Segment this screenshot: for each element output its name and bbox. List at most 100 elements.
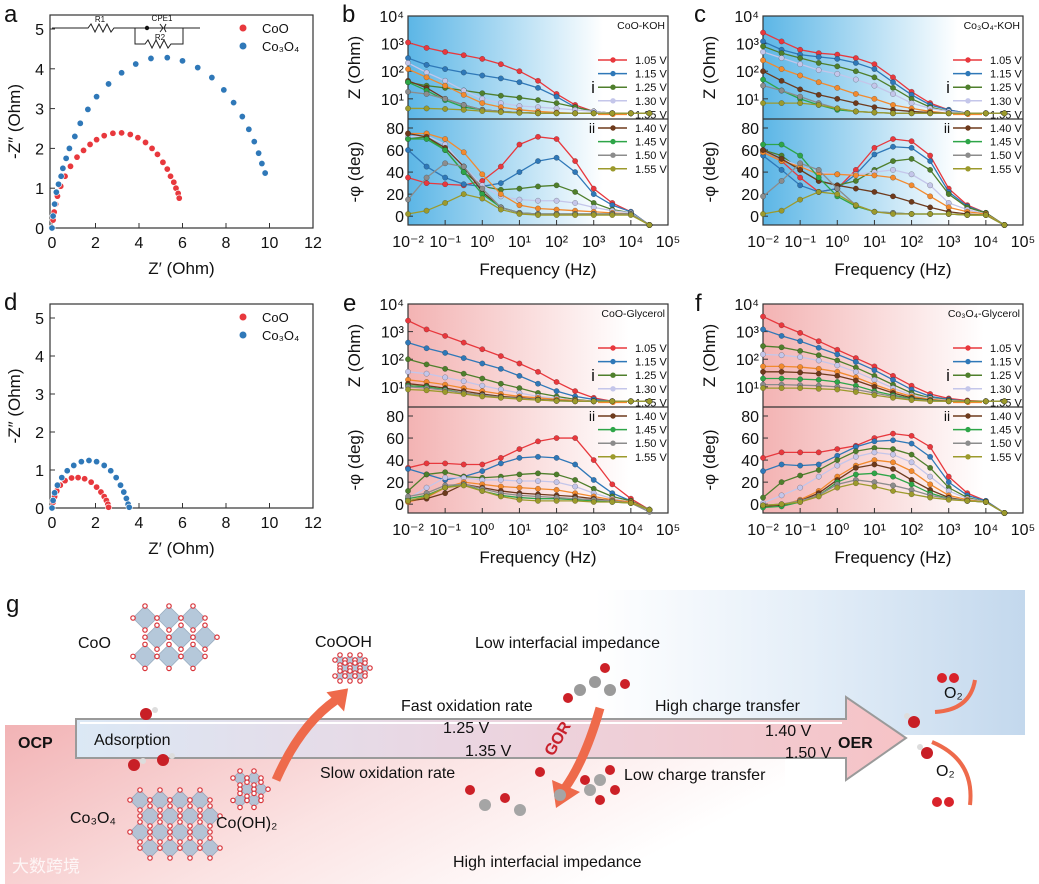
schematic-panel: CoO CoOOH Low interfacial impedance Fast…	[5, 590, 1025, 884]
phase-point	[871, 461, 878, 468]
product-oxygen	[595, 795, 605, 805]
oxygen-atom	[177, 813, 183, 819]
phase-line	[762, 439, 1005, 514]
impedance-point	[834, 84, 841, 91]
impedance-point	[460, 91, 467, 98]
oxygen-atom	[197, 819, 203, 825]
panel-title: Co₃O₄-Glycerol	[948, 308, 1020, 320]
resistor-r2	[134, 28, 184, 50]
phase-point	[646, 222, 653, 228]
y-tick-label-top: 10⁴	[734, 9, 759, 26]
data-point	[93, 136, 101, 144]
legend-marker	[610, 125, 616, 131]
phase-line	[762, 432, 1005, 514]
impedance-point	[497, 380, 504, 387]
data-point	[238, 113, 246, 121]
oxygen-atom	[157, 787, 163, 793]
phase-point	[778, 155, 785, 162]
impedance-point	[890, 110, 896, 117]
oxygen-atom	[347, 652, 353, 658]
impedance-point	[890, 91, 896, 97]
legend-label: 1.05 V	[990, 55, 1022, 67]
impedance-point	[778, 38, 785, 45]
subplot-label-i: i	[946, 366, 950, 385]
y-axis-label: -Z″ (Ohm)	[5, 369, 24, 444]
y-tick-label: 0	[35, 501, 44, 518]
data-point	[118, 69, 126, 77]
impedance-point	[553, 379, 560, 385]
oxygen-atom	[177, 807, 183, 813]
plot-frame	[762, 15, 1024, 226]
phase-line	[762, 146, 1005, 226]
phase-line	[407, 149, 650, 226]
impedance-point	[871, 109, 878, 116]
oxygen-atom	[137, 787, 143, 793]
impedance-point	[760, 100, 766, 107]
glycerol-carbon	[574, 684, 586, 696]
oxygen-atom	[207, 855, 213, 861]
phase-point	[927, 211, 934, 217]
legend-marker	[610, 138, 616, 145]
label-low-impedance: Low interfacial impedance	[475, 635, 660, 652]
oxygen-atom	[258, 797, 264, 804]
impedance-point	[535, 380, 541, 387]
oxygen-atom	[137, 839, 143, 845]
y-tick-label-bottom: 80	[741, 121, 759, 138]
phase-line	[407, 484, 650, 511]
data-point	[63, 467, 71, 475]
phase-point	[852, 177, 859, 184]
phase-point	[572, 200, 579, 206]
data-point	[170, 178, 178, 186]
panel-letters: a b c d e f g	[4, 1, 706, 618]
impedance-point	[442, 48, 449, 55]
impedance-point	[609, 110, 616, 117]
impedance-point	[497, 365, 504, 372]
phase-point	[890, 430, 896, 437]
data-point	[126, 130, 134, 138]
phase-point	[535, 453, 541, 460]
phase-point	[1001, 222, 1008, 228]
impedance-point	[609, 398, 616, 405]
phase-point	[927, 152, 934, 159]
phase-point	[535, 197, 541, 204]
impedance-point	[535, 110, 541, 117]
phase-point	[460, 149, 467, 156]
impedance-point	[405, 39, 411, 46]
legend-label: 1.35 V	[990, 397, 1022, 409]
oxygen-atom	[167, 835, 173, 841]
circuit-label-cpe1: CPE1	[152, 14, 173, 23]
legend-marker	[965, 70, 971, 77]
panel-title: CoO-KOH	[617, 20, 665, 32]
data-point	[107, 467, 115, 475]
phase-line	[407, 135, 650, 226]
phase-point	[908, 138, 915, 145]
octahedron	[168, 624, 194, 650]
phase-point	[516, 211, 523, 217]
oxygen-atom	[251, 768, 257, 774]
impedance-point	[460, 378, 467, 385]
impedance-point	[405, 386, 411, 393]
data-point	[70, 461, 78, 469]
legend-label: 1.55 V	[635, 164, 667, 176]
impedance-point	[834, 386, 841, 393]
y-tick-label-bottom: 60	[386, 431, 404, 448]
oxygen-atom	[207, 829, 213, 835]
legend-label: Co₃O₄	[262, 328, 299, 343]
impedance-point	[890, 394, 896, 401]
impedance-point	[908, 397, 915, 404]
chart-panel-b: 10⁻² 10⁻¹ 10⁰ 10¹ 10² 10³ 10⁴ 10⁵ 10¹ 10² 10³ 10⁴ 0 2…	[345, 9, 680, 279]
impedance-point	[797, 93, 804, 100]
y-tick-label-top: 10¹	[381, 380, 404, 397]
legend-marker	[610, 386, 616, 392]
panel-letter-b: b	[342, 1, 355, 28]
phase-point	[553, 497, 560, 504]
data-point	[51, 489, 59, 497]
series-coo	[48, 129, 183, 232]
phase-point	[479, 488, 486, 494]
x-tick-label: 10⁵	[1011, 234, 1035, 251]
oxygen-atom	[167, 829, 173, 835]
impedance-point	[760, 57, 766, 64]
oxygen-atom	[142, 603, 148, 609]
impedance-point	[778, 100, 785, 107]
legend-label: 1.30 V	[635, 96, 667, 108]
